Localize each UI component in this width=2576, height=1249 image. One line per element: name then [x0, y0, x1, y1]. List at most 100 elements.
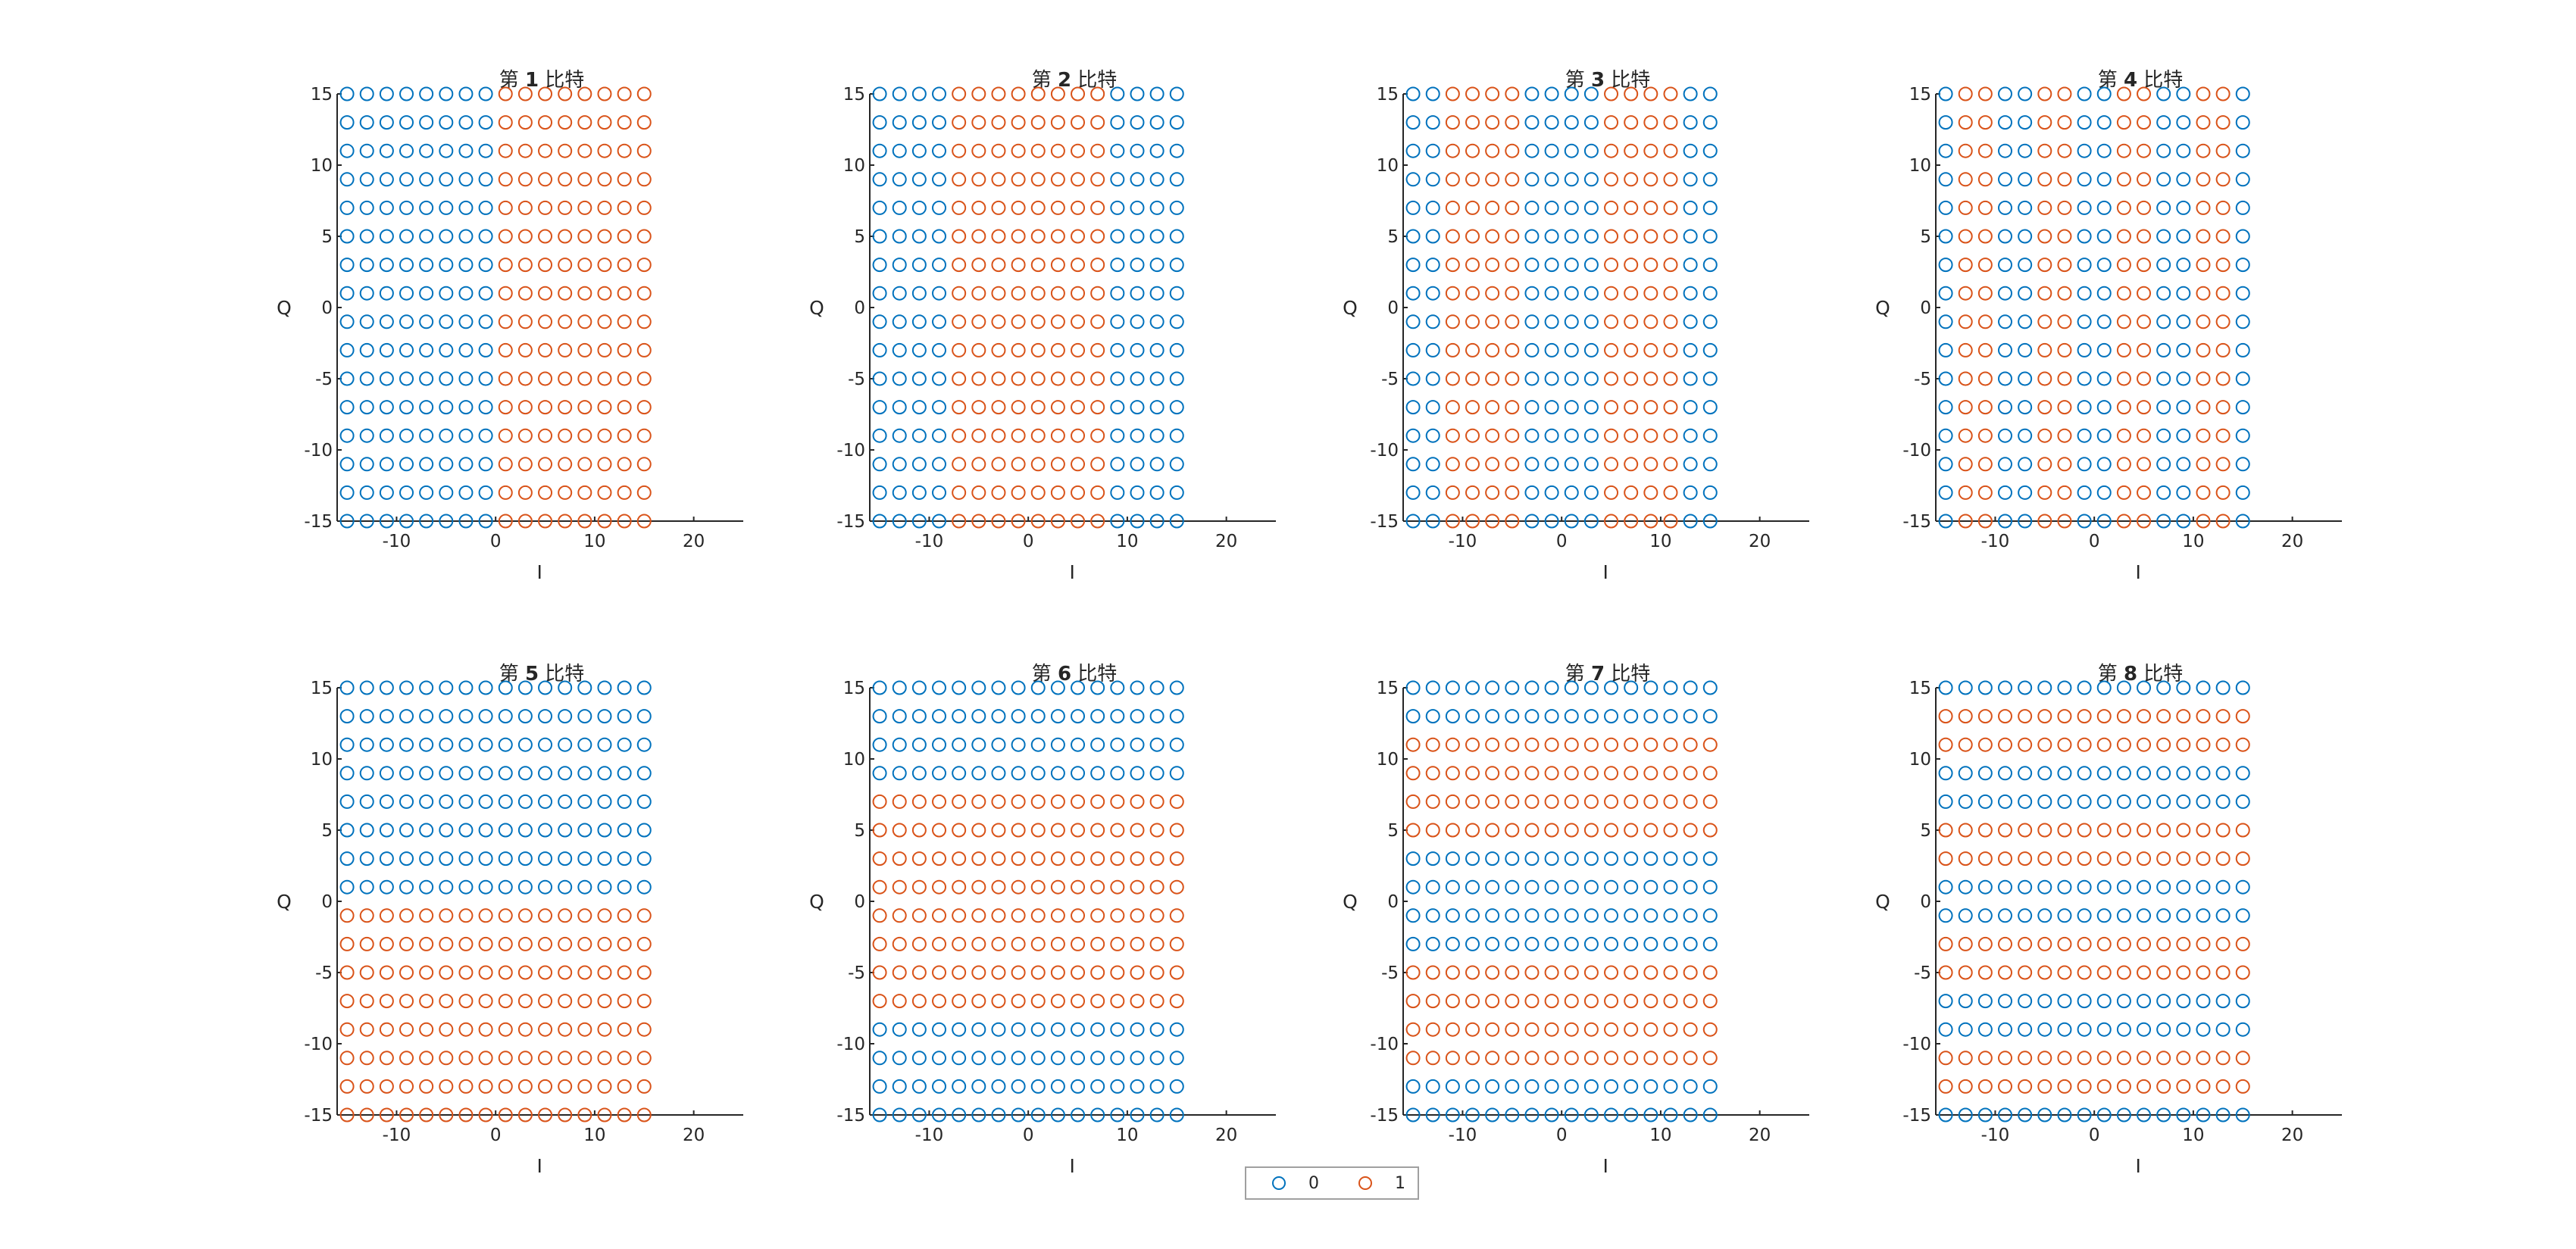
scatter-point-bit0: [1544, 1079, 1559, 1094]
scatter-point-bit0: [1110, 342, 1125, 358]
scatter-point-bit1: [538, 258, 553, 273]
scatter-point-bit0: [892, 1079, 907, 1094]
scatter-point-bit0: [1425, 1079, 1440, 1094]
scatter-point-bit0: [2176, 200, 2191, 215]
scatter-point-bit1: [636, 457, 652, 472]
scatter-point-bit0: [1938, 457, 1953, 472]
y-tick-label: 0: [854, 298, 865, 318]
scatter-point-bit0: [359, 851, 374, 866]
scatter-point-bit0: [1130, 286, 1145, 301]
scatter-point-bit1: [379, 1022, 394, 1037]
scatter-point-bit1: [517, 229, 533, 244]
scatter-point-bit1: [478, 1107, 493, 1123]
scatter-point-bit0: [2215, 1022, 2231, 1037]
scatter-point-bit1: [2215, 286, 2231, 301]
scatter-point-bit0: [2096, 86, 2112, 101]
scatter-point-bit0: [399, 286, 414, 301]
scatter-point-bit1: [558, 400, 573, 415]
scatter-point-bit1: [1958, 400, 1973, 415]
scatter-point-bit1: [636, 115, 652, 130]
scatter-point-bit0: [892, 1022, 907, 1037]
scatter-point-bit1: [2137, 86, 2152, 101]
scatter-point-bit0: [2077, 258, 2092, 273]
scatter-point-bit0: [892, 115, 907, 130]
scatter-point-bit1: [1050, 143, 1065, 158]
scatter-point-bit1: [1465, 143, 1480, 158]
scatter-point-bit0: [1683, 879, 1698, 895]
scatter-point-bit0: [2196, 994, 2211, 1009]
scatter-point-bit1: [1977, 258, 1993, 273]
scatter-point-bit0: [359, 823, 374, 838]
scatter-point-bit0: [577, 794, 592, 809]
scatter-point-bit1: [1090, 823, 1105, 838]
scatter-point-bit1: [1465, 200, 1480, 215]
scatter-point-bit1: [1445, 737, 1460, 752]
scatter-point-bit1: [2116, 200, 2131, 215]
scatter-point-bit1: [2077, 965, 2092, 980]
scatter-point-bit1: [1011, 879, 1026, 895]
scatter-point-bit1: [1149, 965, 1165, 980]
scatter-point-bit0: [1505, 936, 1520, 951]
scatter-point-bit0: [911, 766, 927, 781]
scatter-point-bit0: [1505, 1107, 1520, 1123]
scatter-point-bit1: [2137, 1079, 2152, 1094]
scatter-point-bit1: [952, 143, 967, 158]
scatter-point-bit0: [2235, 514, 2250, 529]
scatter-point-bit0: [1465, 908, 1480, 923]
scatter-point-bit0: [1465, 879, 1480, 895]
scatter-point-bit1: [1485, 172, 1500, 187]
scatter-point-bit1: [636, 286, 652, 301]
scatter-point-bit0: [872, 709, 887, 724]
scatter-point-bit1: [1445, 258, 1460, 273]
scatter-point-bit1: [2137, 737, 2152, 752]
scatter-point-bit1: [1663, 794, 1678, 809]
scatter-point-bit1: [2235, 1051, 2250, 1066]
scatter-point-bit0: [971, 1022, 986, 1037]
scatter-point-bit0: [2077, 766, 2092, 781]
scatter-point-bit0: [1110, 1107, 1125, 1123]
scatter-point-bit1: [617, 286, 632, 301]
scatter-point-bit1: [1485, 485, 1500, 500]
scatter-point-bit0: [439, 342, 454, 358]
scatter-point-bit1: [1130, 936, 1145, 951]
scatter-point-bit1: [1030, 794, 1046, 809]
scatter-point-bit0: [2096, 794, 2112, 809]
scatter-point-bit1: [1643, 485, 1658, 500]
scatter-point-bit0: [1110, 766, 1125, 781]
scatter-point-bit0: [1624, 879, 1639, 895]
scatter-point-bit0: [872, 143, 887, 158]
scatter-point-bit0: [339, 709, 355, 724]
scatter-point-bit0: [1683, 936, 1698, 951]
scatter-point-bit1: [991, 514, 1006, 529]
scatter-point-bit0: [991, 709, 1006, 724]
scatter-point-bit1: [538, 229, 553, 244]
scatter-point-bit1: [1977, 936, 1993, 951]
scatter-point-bit1: [1505, 1022, 1520, 1037]
scatter-point-bit1: [636, 400, 652, 415]
scatter-point-bit1: [1090, 794, 1105, 809]
scatter-point-bit0: [1998, 115, 2013, 130]
scatter-point-bit0: [1938, 680, 1953, 695]
scatter-point-bit1: [1583, 1051, 1599, 1066]
scatter-point-bit0: [1604, 908, 1619, 923]
scatter-point-bit1: [1663, 514, 1678, 529]
scatter-point-bit1: [2196, 314, 2211, 329]
scatter-point-bit0: [1425, 86, 1440, 101]
scatter-point-bit1: [1090, 143, 1105, 158]
scatter-point-bit0: [1110, 457, 1125, 472]
scatter-point-bit1: [1465, 314, 1480, 329]
scatter-point-bit1: [1663, 86, 1678, 101]
scatter-point-bit1: [952, 371, 967, 386]
scatter-point-bit0: [1663, 936, 1678, 951]
scatter-point-bit0: [2235, 115, 2250, 130]
scatter-point-bit1: [2057, 115, 2072, 130]
scatter-point-bit0: [1425, 371, 1440, 386]
scatter-point-bit0: [2156, 314, 2171, 329]
scatter-point-bit1: [1090, 851, 1105, 866]
scatter-point-bit1: [597, 965, 612, 980]
x-tick-label: 10: [1116, 1126, 1138, 1145]
scatter-point-bit1: [577, 514, 592, 529]
scatter-point-bit1: [2037, 86, 2052, 101]
scatter-point-bit1: [1643, 115, 1658, 130]
scatter-point-bit0: [1977, 879, 1993, 895]
